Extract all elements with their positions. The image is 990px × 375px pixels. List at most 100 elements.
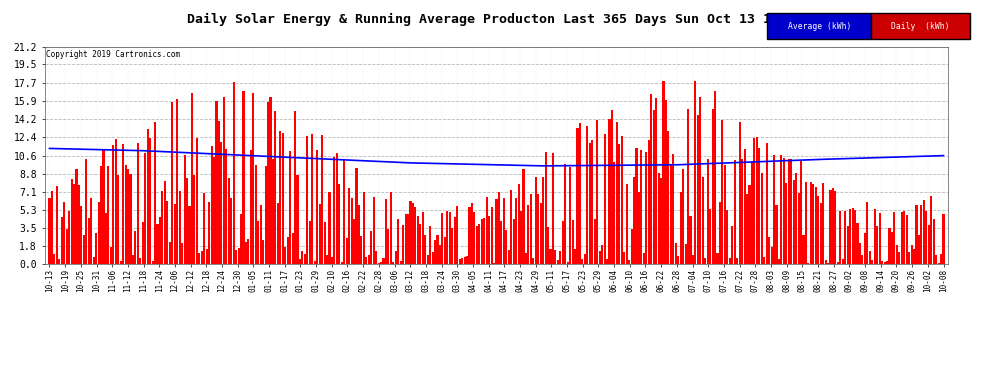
Bar	[186, 178, 188, 264]
Bar	[188, 206, 190, 264]
Bar	[142, 222, 144, 264]
Bar	[481, 219, 483, 264]
Bar	[243, 91, 245, 264]
Bar	[903, 210, 905, 264]
Bar	[908, 252, 910, 264]
Bar	[329, 192, 331, 264]
Bar	[657, 173, 659, 264]
Bar	[812, 184, 815, 264]
Bar	[746, 194, 748, 264]
Bar	[125, 165, 127, 264]
Bar	[458, 259, 460, 264]
Bar	[913, 249, 915, 264]
Bar	[309, 221, 311, 264]
Bar	[98, 202, 100, 264]
Bar	[173, 204, 176, 264]
Bar	[775, 204, 777, 264]
Bar	[245, 242, 247, 264]
Bar	[88, 218, 90, 264]
Bar	[817, 196, 820, 264]
Bar	[712, 109, 714, 264]
Bar	[228, 178, 230, 264]
Bar	[412, 204, 414, 264]
Bar	[277, 203, 279, 264]
Bar	[936, 255, 938, 264]
Bar	[874, 209, 876, 264]
Bar	[893, 212, 895, 264]
Bar	[503, 198, 505, 264]
Bar	[149, 138, 151, 264]
Bar	[301, 251, 304, 264]
Bar	[240, 214, 243, 264]
Bar	[896, 245, 898, 264]
Bar	[743, 149, 745, 264]
Bar	[198, 253, 200, 264]
Bar	[267, 102, 269, 264]
Bar	[493, 263, 495, 264]
Bar	[886, 261, 888, 264]
Bar	[346, 238, 347, 264]
Bar	[692, 255, 694, 264]
Bar	[783, 158, 785, 264]
Bar	[154, 122, 156, 264]
Bar	[90, 198, 92, 264]
Bar	[803, 235, 805, 264]
Bar	[778, 259, 780, 264]
Bar	[292, 234, 294, 264]
Bar	[395, 251, 397, 264]
Bar	[355, 168, 357, 264]
Bar	[604, 134, 606, 264]
Bar	[697, 115, 699, 264]
Text: Daily  (kWh): Daily (kWh)	[891, 22, 950, 31]
Bar	[869, 251, 871, 264]
Bar	[451, 228, 453, 264]
Bar	[763, 256, 765, 264]
Bar	[135, 231, 137, 264]
Bar	[923, 200, 925, 264]
Bar	[218, 121, 220, 264]
Bar	[561, 221, 564, 264]
Bar	[722, 120, 724, 264]
Bar	[753, 138, 755, 264]
Bar	[500, 221, 503, 264]
Bar	[911, 244, 913, 264]
Bar	[827, 262, 829, 264]
Bar	[319, 204, 321, 264]
Bar	[115, 139, 117, 264]
Bar	[564, 164, 566, 264]
Bar	[145, 153, 147, 264]
Bar	[599, 251, 601, 264]
Bar	[336, 153, 338, 264]
Bar	[758, 148, 760, 264]
Bar	[938, 263, 940, 264]
Bar	[372, 197, 375, 264]
Bar	[287, 237, 289, 264]
Bar	[840, 211, 842, 264]
Bar	[73, 184, 75, 264]
Bar	[486, 197, 488, 264]
Bar	[233, 82, 235, 264]
Bar	[437, 235, 439, 264]
Bar	[638, 192, 640, 264]
Bar	[717, 254, 719, 264]
Bar	[164, 181, 166, 264]
Bar	[760, 173, 763, 264]
Bar	[770, 247, 772, 264]
Bar	[586, 126, 588, 264]
Bar	[100, 166, 102, 264]
Bar	[95, 232, 97, 264]
Bar	[805, 182, 807, 264]
Bar	[117, 174, 119, 264]
Bar	[707, 159, 709, 264]
Bar	[249, 150, 251, 264]
Bar	[446, 210, 448, 264]
Bar	[262, 240, 264, 264]
Bar	[750, 162, 753, 264]
Bar	[505, 230, 507, 264]
Bar	[306, 136, 309, 264]
Bar	[647, 140, 649, 264]
Bar	[785, 183, 787, 264]
Bar	[420, 224, 422, 264]
Bar	[641, 150, 643, 264]
Bar	[898, 252, 900, 264]
